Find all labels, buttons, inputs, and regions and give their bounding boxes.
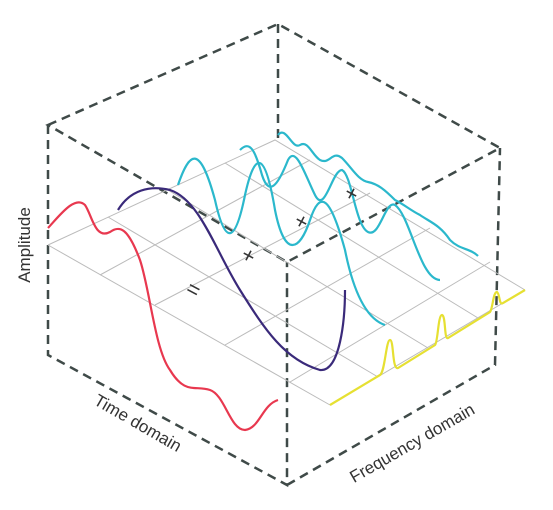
operator: +: [340, 179, 363, 207]
cube: [45, 22, 503, 488]
axis-label: Time domain: [91, 391, 185, 456]
cyan-wave-2: [239, 145, 441, 282]
cyan-wave-1: [176, 157, 386, 327]
red-wave: [47, 201, 279, 432]
operator: =: [182, 275, 205, 303]
waves: [47, 131, 526, 432]
cyan-wave-3: [277, 131, 479, 257]
grid-plane: [47, 139, 526, 406]
axis-label: Frequency domain: [347, 400, 478, 487]
cube-top: [45, 22, 503, 264]
axis-label: Amplitude: [15, 207, 34, 283]
operator: +: [237, 241, 260, 269]
yellow-spectrum: [329, 289, 526, 406]
cube-sides: [46, 24, 502, 488]
purple-wave: [117, 187, 347, 372]
